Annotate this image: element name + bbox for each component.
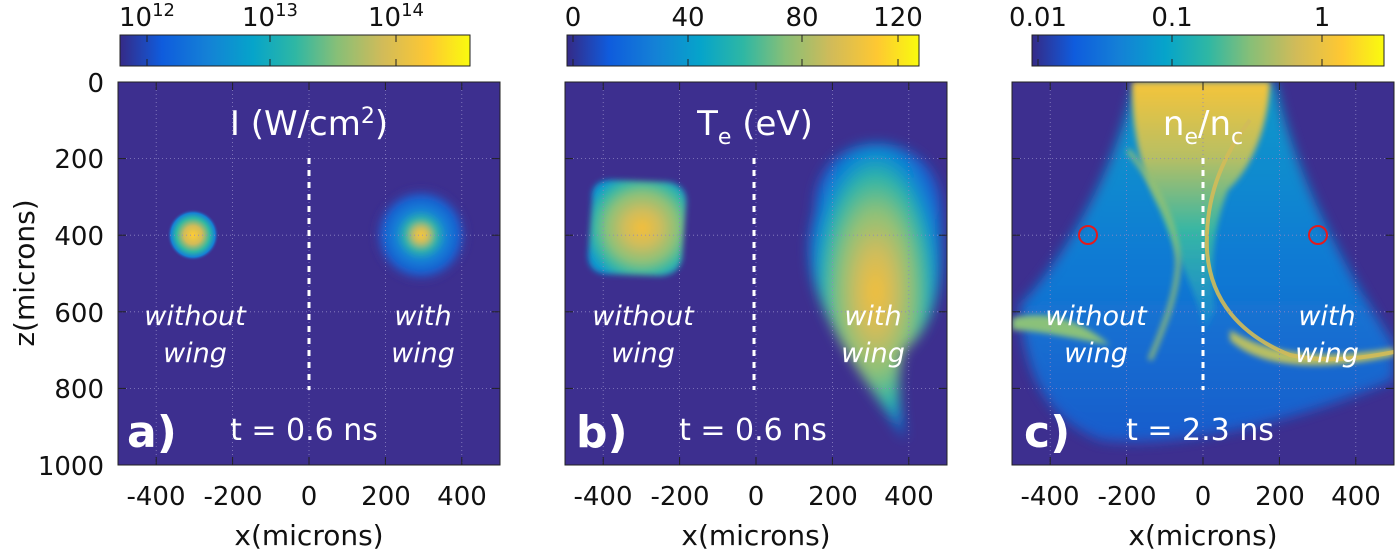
panel-b-hot-region-without-wing — [588, 180, 687, 276]
x-tick-label: 400 — [437, 482, 487, 512]
panel-c-left-tail — [1012, 315, 1110, 345]
panel-c-frame — [1011, 81, 1395, 466]
x-tick-label: 200 — [808, 482, 858, 512]
x-tick-label: 0 — [748, 482, 765, 512]
panel-a: I (W/cm2) without wing with wing a) t = … — [117, 81, 501, 466]
x-tick-label: 400 — [1331, 482, 1381, 512]
panel-b-time: t = 0.6 ns — [679, 413, 827, 448]
panel-a-title: I (W/cm2) — [230, 104, 388, 144]
panel-a-left-label-line2: wing — [163, 338, 227, 369]
panel-c-title: ne/nc — [1163, 104, 1243, 150]
panel-a-letter: a) — [127, 407, 177, 458]
colorbar-c-tick-label: 0.1 — [1151, 3, 1192, 33]
panel-b-letter: b) — [576, 407, 628, 458]
panel-b-grid — [565, 82, 947, 465]
panel-a-right-label-line2: wing — [391, 338, 455, 369]
colorbar-c-tick-label: 0.01 — [1009, 3, 1067, 33]
panel-a-right-label-line1: with — [394, 301, 451, 332]
panel-c-right-shock — [1204, 118, 1394, 362]
panel-c-left-label-line1: without — [1045, 301, 1148, 332]
x-tick-label: -200 — [650, 482, 709, 512]
panel-a-spot-with-wing — [371, 185, 471, 285]
panel-b-left-label-line1: without — [592, 301, 695, 332]
colorbar-c — [1031, 34, 1385, 67]
panel-a-left-label-line1: without — [144, 301, 247, 332]
x-tick-label: -200 — [1097, 482, 1156, 512]
colorbar-b-tick-label: 80 — [785, 3, 818, 33]
panel-a-x-axis-label: x(microns) — [234, 519, 383, 552]
colorbar-b-tick-label: 0 — [565, 3, 582, 33]
panel-c-right-label-line1: with — [1298, 301, 1355, 332]
panel-c-left-label-line2: wing — [1064, 338, 1128, 369]
colorbar-c-tick-label: 1 — [1314, 3, 1331, 33]
colorbar-b-tick-label: 120 — [873, 3, 923, 33]
x-tick-label: 0 — [301, 482, 318, 512]
panel-b-frame — [564, 81, 948, 466]
panel-a-grid — [118, 82, 500, 465]
x-tick-label: 0 — [1195, 482, 1212, 512]
panel-c-left-shock — [1126, 148, 1181, 361]
panel-a-spot-without-wing — [167, 209, 219, 261]
panel-c-right-label-line2: wing — [1295, 338, 1359, 369]
panel-b-right-label-line2: wing — [841, 338, 905, 369]
colorbar-b — [566, 34, 920, 67]
colorbar-b-tick-label: 40 — [671, 3, 704, 33]
y-axis-label: z(microns) — [8, 199, 41, 346]
y-tick-label: 600 — [54, 299, 104, 329]
y-tick-label: 1000 — [38, 452, 104, 482]
x-tick-label: -200 — [203, 482, 262, 512]
y-tick-label: 400 — [54, 222, 104, 252]
panel-b: Te (eV) without wing with wing b) t = 0.… — [564, 81, 948, 466]
panel-c-letter: c) — [1024, 407, 1070, 458]
panel-c: ne/nc without wing with wing c) t = 2.3 … — [1011, 81, 1395, 466]
panel-c-x-axis-label: x(microns) — [1128, 519, 1277, 552]
x-tick-label: -400 — [1020, 482, 1079, 512]
panel-b-x-axis-label: x(microns) — [681, 519, 830, 552]
panel-a-frame — [117, 81, 501, 466]
y-tick-label: 200 — [54, 145, 104, 175]
colorbar-a-tick-label: 1014 — [368, 0, 424, 33]
panel-c-marker-right — [1308, 225, 1328, 245]
panel-b-title: Te (eV) — [696, 104, 813, 150]
x-tick-label: 200 — [1255, 482, 1305, 512]
panel-a-time: t = 0.6 ns — [230, 413, 378, 448]
x-tick-label: -400 — [573, 482, 632, 512]
colorbar-a — [119, 34, 471, 67]
panel-c-marker-left — [1078, 225, 1098, 245]
panel-b-right-label-line1: with — [844, 301, 901, 332]
colorbar-a-tick-label: 1012 — [119, 0, 175, 33]
colorbar-a-tick-label: 1013 — [242, 0, 298, 33]
y-tick-label: 0 — [87, 69, 104, 99]
panel-b-left-label-line2: wing — [611, 338, 675, 369]
x-tick-label: 400 — [884, 482, 934, 512]
x-tick-label: -400 — [126, 482, 185, 512]
x-tick-label: 200 — [361, 482, 411, 512]
panel-c-time: t = 2.3 ns — [1126, 413, 1274, 448]
colorbar-ticks — [146, 35, 1323, 66]
panel-b-hot-region-with-wing — [809, 143, 942, 440]
panel-c-grid — [1012, 82, 1394, 465]
y-tick-label: 800 — [54, 375, 104, 405]
